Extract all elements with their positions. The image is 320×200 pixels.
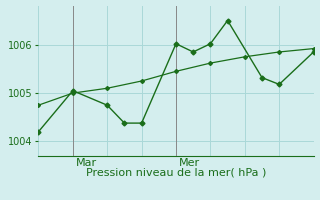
Text: Mar: Mar (76, 158, 97, 168)
Text: Mer: Mer (179, 158, 200, 168)
X-axis label: Pression niveau de la mer( hPa ): Pression niveau de la mer( hPa ) (86, 167, 266, 177)
